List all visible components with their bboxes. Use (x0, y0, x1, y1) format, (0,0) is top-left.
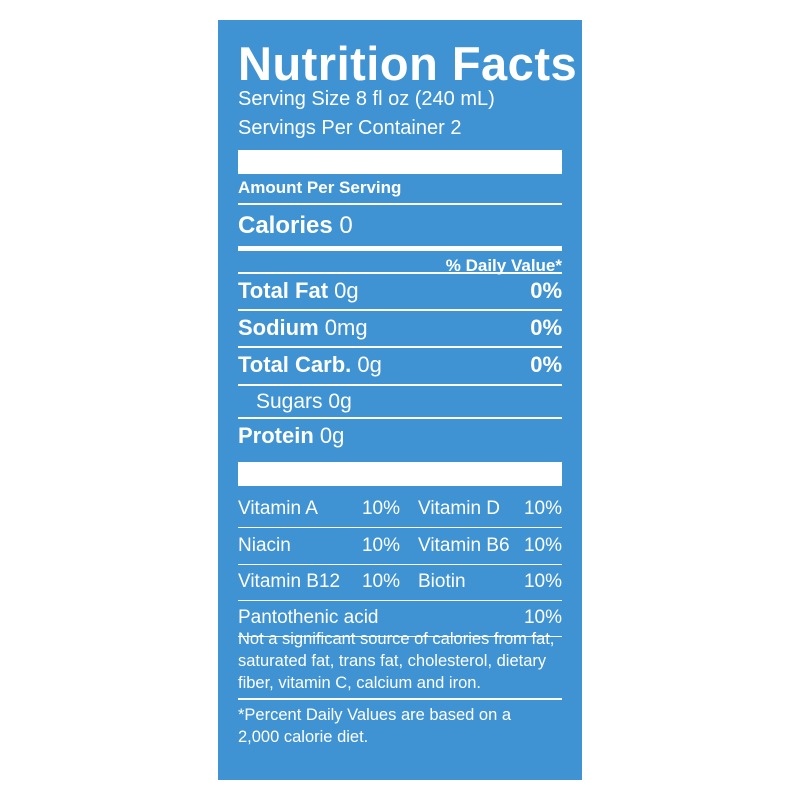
vitamin-name: Vitamin A (238, 498, 318, 519)
nutrient-amount: 0mg (324, 315, 368, 340)
nutrient-dv: 0% (530, 315, 562, 340)
rule (238, 698, 562, 700)
thick-rule (238, 246, 562, 251)
rule (238, 527, 562, 528)
nutrient-dv: 0% (530, 352, 562, 377)
nutrient-row: Protein 0g (238, 423, 562, 449)
nutrient-dv: 0% (530, 278, 562, 303)
nutrient-row: Sugars 0g (256, 390, 562, 414)
vitamin-name: Pantothenic acid (238, 607, 379, 628)
vitamin-dv: 10% (361, 571, 400, 592)
vitamin-dv: 10% (361, 535, 400, 556)
vitamin-dv: 10% (523, 571, 562, 592)
daily-value-note: *Percent Daily Values are based on a 2,0… (238, 706, 512, 746)
nutrient: Total Carb. 0g (238, 352, 382, 378)
rule (238, 417, 562, 419)
vitamin-dv: 10% (523, 498, 562, 519)
calories-value: 0 (339, 212, 353, 239)
nutrient-amount: 0g (357, 352, 382, 377)
nutrient: Total Fat 0g (238, 278, 359, 304)
vitamin-dv: 10% (523, 607, 562, 628)
nutrient: Sugars 0g (256, 390, 352, 414)
rule (238, 600, 562, 601)
rule (238, 564, 562, 565)
nutrient-name: Sodium (238, 315, 319, 340)
nutrient-row: Total Fat 0g 0% (238, 278, 562, 304)
vitamin-name: Biotin (418, 571, 466, 592)
rule (238, 272, 562, 274)
rule (238, 346, 562, 348)
vitamin-name: Vitamin B12 (238, 571, 341, 592)
nutrient-row: Sodium 0mg 0% (238, 315, 562, 341)
vitamin-row: Niacin 10% Vitamin B6 10% (238, 535, 562, 559)
vitamin-name: Vitamin B6 (418, 535, 510, 556)
nutrient-amount: 0g (319, 423, 345, 448)
servings-per-container: Servings Per Container 2 (238, 117, 462, 139)
vitamin-row: Vitamin B12 10% Biotin 10% (238, 571, 562, 595)
separator-bar (238, 462, 562, 486)
amount-per-serving: Amount Per Serving (238, 178, 402, 197)
vitamin-name: Vitamin D (418, 498, 501, 519)
rule (238, 636, 562, 637)
vitamin-dv: 10% (361, 498, 400, 519)
nutrient-name: Total Carb. (238, 352, 352, 377)
serving-size: Serving Size 8 fl oz (240 mL) (238, 88, 495, 110)
rule (238, 309, 562, 311)
rule (238, 384, 562, 386)
nutrient-name: Protein (238, 423, 314, 448)
separator-bar (238, 150, 562, 174)
footnote: Not a significant source of calories fro… (238, 630, 555, 692)
calories-label: Calories (238, 212, 333, 239)
nutrient: Sodium 0mg (238, 315, 368, 341)
title: Nutrition Facts (238, 37, 578, 90)
vitamin-name: Niacin (238, 535, 291, 556)
nutrition-label: Nutrition Facts Serving Size 8 fl oz (24… (218, 20, 582, 780)
calories: Calories 0 (238, 212, 562, 240)
nutrient-name: Total Fat (238, 278, 329, 303)
vitamin-row: Pantothenic acid 10% (238, 607, 562, 631)
nutrient-name: Sugars (256, 390, 323, 413)
vitamin-row: Vitamin A 10% Vitamin D 10% (238, 498, 562, 522)
nutrient-amount: 0g (328, 390, 352, 413)
vitamin-dv: 10% (523, 535, 562, 556)
nutrient: Protein 0g (238, 423, 344, 449)
nutrient-amount: 0g (334, 278, 359, 303)
daily-value-header: % Daily Value* (445, 256, 562, 275)
nutrient-row: Total Carb. 0g 0% (238, 352, 562, 378)
rule (238, 203, 562, 205)
